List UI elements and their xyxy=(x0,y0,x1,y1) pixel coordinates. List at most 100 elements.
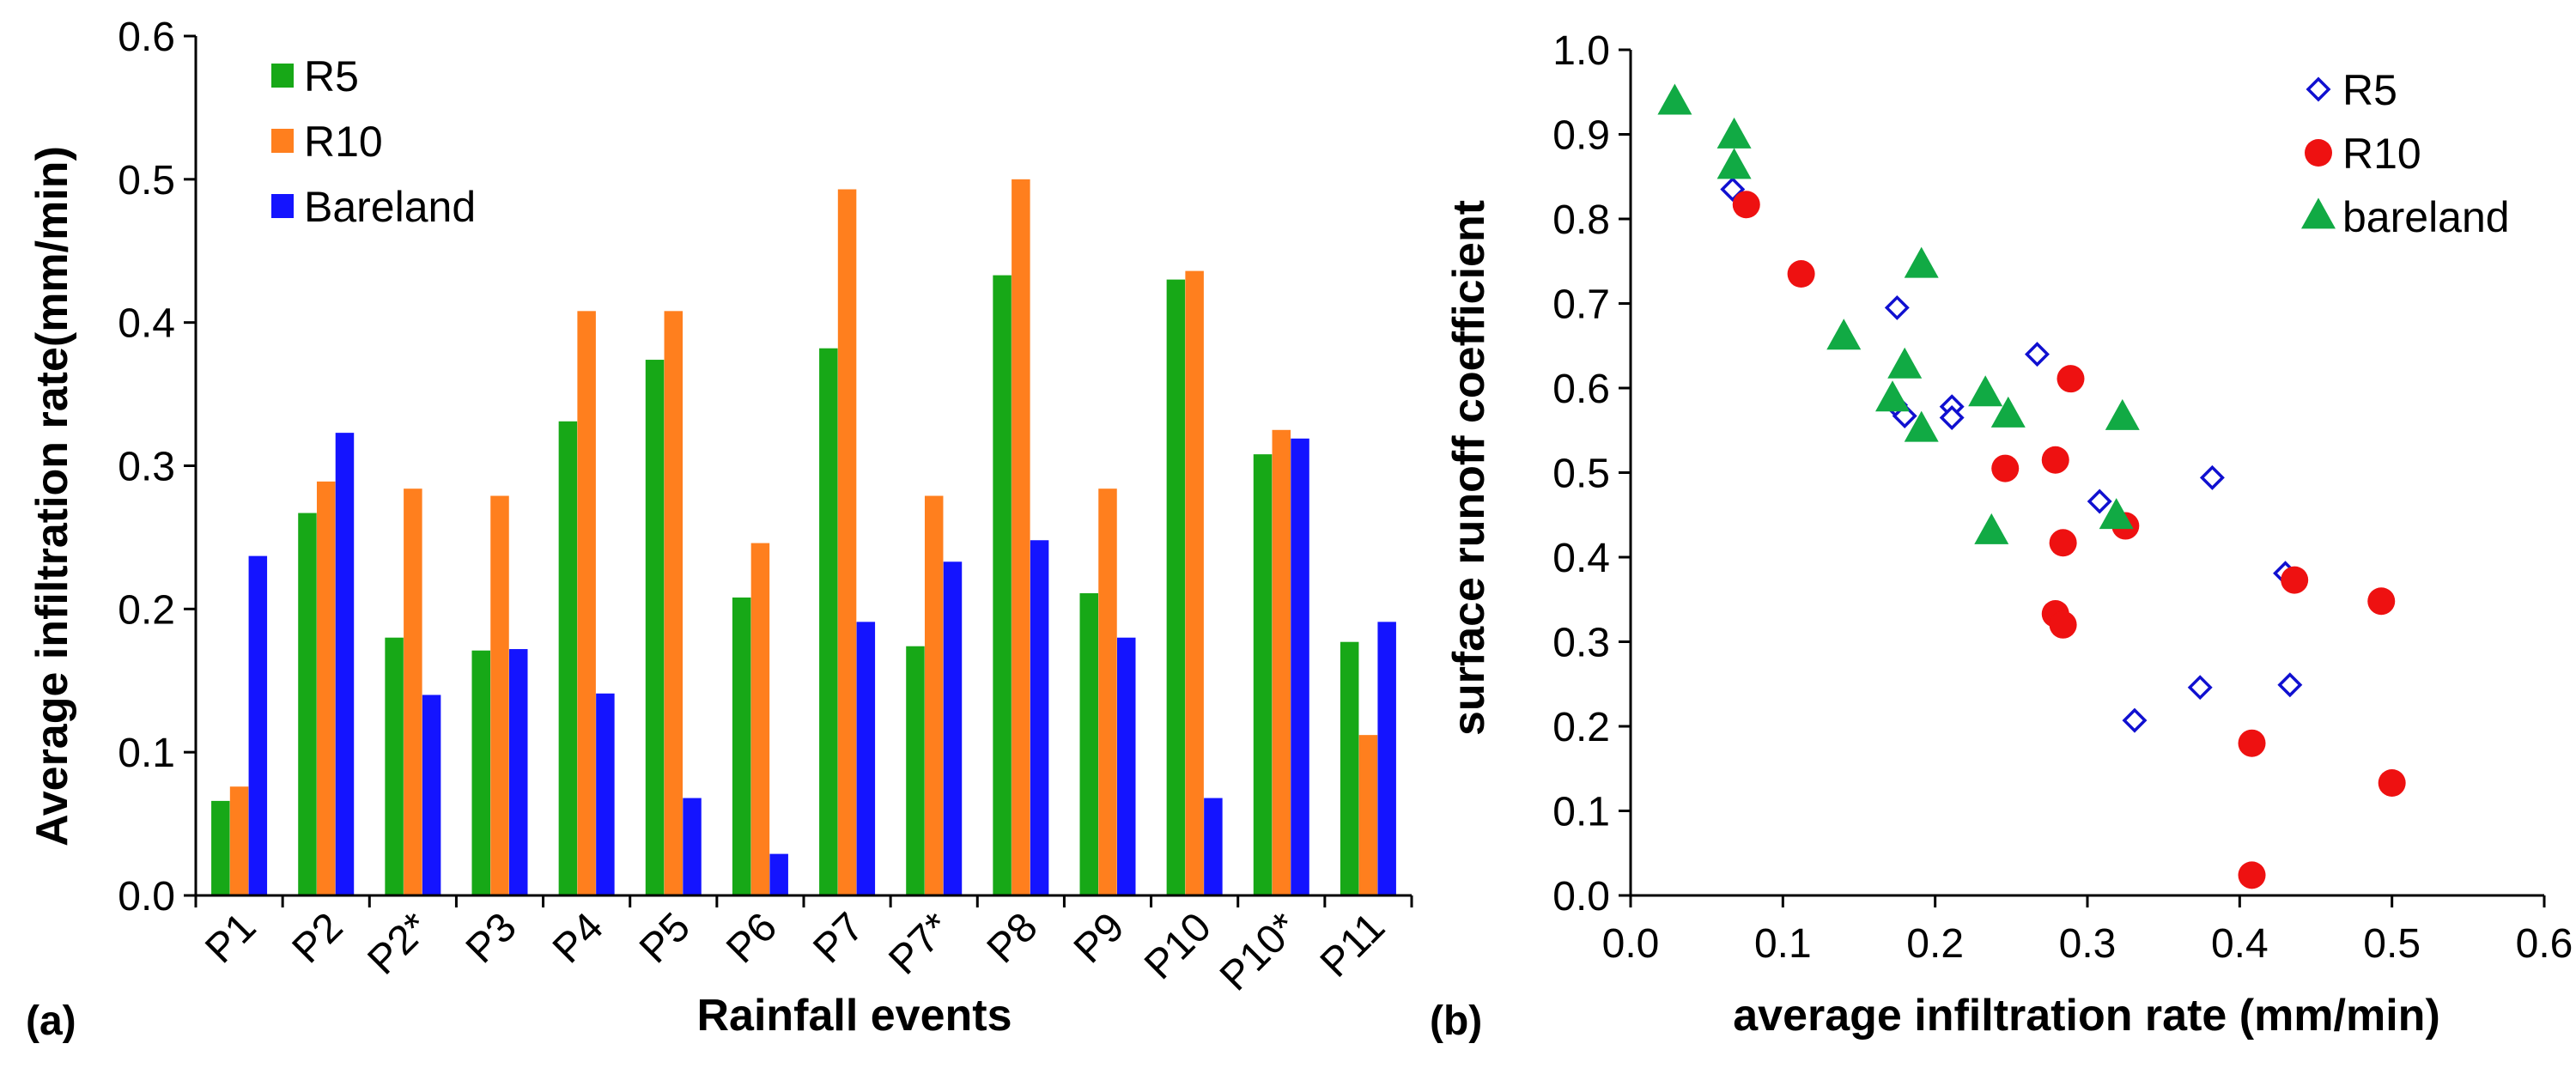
point-r10 xyxy=(1991,454,2020,482)
panel-a-bar-chart: 0.0 0.1 0.2 0.3 0.4 0.5 0.6 P1 P2 P2* P3 P4 P5 P6 P7 P7… xyxy=(26,15,1413,1044)
panel-b-x-tick-label: 0.3 xyxy=(2059,921,2117,967)
bar-r5-p7 xyxy=(819,348,838,895)
panel-b-y-tick-label: 0.4 xyxy=(1552,536,1610,581)
bar-r10-p8 xyxy=(1012,179,1030,896)
bar-r5-p10star xyxy=(1253,454,1273,895)
panel-a-y-tick-label: 0.0 xyxy=(118,874,175,919)
point-bareland xyxy=(1990,396,2026,428)
legend-marker-r5 xyxy=(2306,76,2331,102)
panel-b-y-tick-label: 0.7 xyxy=(1552,282,1610,328)
bar-r5-p10 xyxy=(1166,279,1186,895)
bar-r5-p1 xyxy=(211,800,230,895)
bar-r5-p2star xyxy=(385,637,404,895)
panel-b-y-tick-label: 0.1 xyxy=(1552,790,1610,835)
bar-r10-p3 xyxy=(490,495,509,895)
legend-label-bareland: Bareland xyxy=(304,183,476,231)
point-r5 xyxy=(1884,294,1910,320)
point-bareland xyxy=(1826,319,1862,350)
panel-b-x-axis-title: average infiltration rate (mm/min) xyxy=(1733,991,2440,1041)
point-r5 xyxy=(2025,342,2050,367)
point-bareland xyxy=(1968,375,2003,407)
panel-a-x-tick-label: P10* xyxy=(1212,904,1307,999)
point-r10 xyxy=(2049,529,2077,557)
bar-r5-p5 xyxy=(645,360,665,895)
bar-bareland-p2star xyxy=(422,695,441,895)
point-r5 xyxy=(2122,707,2148,733)
bar-r5-p7star xyxy=(906,646,925,895)
panel-b-x-tick-label: 0.2 xyxy=(1906,921,1964,967)
point-bareland xyxy=(2099,498,2134,530)
point-r10 xyxy=(1732,191,1760,219)
point-bareland xyxy=(2105,398,2140,430)
legend-label-r10: R10 xyxy=(304,118,383,166)
point-r5 xyxy=(2199,464,2225,490)
panel-b-legend: R5 R10 bareland xyxy=(2301,66,2510,241)
panel-b-x-tick-label: 0.0 xyxy=(1602,921,1660,967)
panel-b-x-tick-label: 0.1 xyxy=(1754,921,1812,967)
point-r5 xyxy=(2277,672,2303,698)
bar-r10-p11 xyxy=(1358,735,1378,895)
bar-r10-p10 xyxy=(1185,270,1204,895)
bar-bareland-p1 xyxy=(248,555,268,895)
bar-r5-p2 xyxy=(298,513,317,895)
panel-a-y-tick-label: 0.6 xyxy=(118,15,175,60)
point-bareland xyxy=(1974,513,2009,544)
panel-a-x-tick-label: P7* xyxy=(880,904,959,983)
point-bareland xyxy=(1904,246,1939,278)
bar-r10-p5 xyxy=(664,311,683,895)
panel-a-x-tick-label: P9 xyxy=(1066,904,1133,972)
legend-label-bareland: bareland xyxy=(2342,193,2510,241)
point-r5 xyxy=(2087,488,2112,514)
legend-label-r5: R5 xyxy=(2342,66,2397,114)
legend-swatch-r10 xyxy=(271,129,294,153)
panel-a-y-tick-label: 0.2 xyxy=(118,587,175,633)
panel-a-legend: R5 R10 Bareland xyxy=(271,52,476,231)
panel-b-y-tick-label: 0.6 xyxy=(1552,367,1610,412)
legend-marker-bareland xyxy=(2301,197,2336,229)
bar-bareland-p6 xyxy=(769,853,788,895)
panel-b-y-axis-title: surface runoff coefficient xyxy=(1444,200,1494,736)
legend-swatch-bareland xyxy=(271,194,294,218)
panel-a-y-tick-label: 0.3 xyxy=(118,445,175,490)
bar-r5-p9 xyxy=(1079,592,1098,895)
panel-b-scatter-chart: 0.0 0.1 0.2 0.3 0.4 0.5 0.6 0.7 0.8 0.9 1.0 0.0 0.1 0… xyxy=(1430,28,2573,1044)
point-r10 xyxy=(2378,768,2406,797)
bar-bareland-p7 xyxy=(856,622,876,895)
panel-b-points xyxy=(1657,83,2406,889)
point-r5 xyxy=(1939,405,1965,430)
panel-b-y-tick-label: 0.0 xyxy=(1552,874,1610,919)
bar-bareland-p11 xyxy=(1377,622,1396,895)
point-r10 xyxy=(2238,861,2266,889)
bar-r10-p2star xyxy=(404,488,422,895)
bar-r10-p6 xyxy=(750,543,770,895)
bar-bareland-p5 xyxy=(683,798,702,895)
bar-bareland-p3 xyxy=(509,649,528,895)
panel-a-x-axis-title: Rainfall events xyxy=(696,991,1012,1041)
panel-a-x-tick-label: P6 xyxy=(718,904,786,972)
panel-a-x-tick-label: P8 xyxy=(979,904,1047,972)
point-r10 xyxy=(1787,260,1815,288)
bar-bareland-p7star xyxy=(943,561,963,895)
panel-b-y-tick-label: 0.5 xyxy=(1552,452,1610,497)
panel-a-x-tick-label: P5 xyxy=(631,904,699,972)
panel-b-label: (b) xyxy=(1430,998,1482,1044)
bar-bareland-p9 xyxy=(1117,637,1136,895)
point-bareland xyxy=(1875,380,1911,412)
legend-swatch-r5 xyxy=(271,64,294,88)
panel-a-y-tick-label: 0.5 xyxy=(118,158,175,203)
point-bareland xyxy=(1716,117,1752,149)
bar-r5-p6 xyxy=(732,597,751,895)
point-r10 xyxy=(2049,610,2077,639)
panel-a-x-tick-label: P7 xyxy=(805,904,872,972)
panel-b-axes: 0.0 0.1 0.2 0.3 0.4 0.5 0.6 0.7 0.8 0.9 1.0 0.0 0.1 0… xyxy=(1552,28,2573,967)
bar-r10-p9 xyxy=(1098,488,1117,895)
bar-bareland-p10 xyxy=(1204,798,1223,895)
bar-bareland-p4 xyxy=(596,693,615,895)
panel-a-x-tick-label: P10 xyxy=(1136,904,1220,988)
panel-b-y-tick-label: 0.2 xyxy=(1552,705,1610,750)
point-bareland xyxy=(1716,148,1752,179)
panel-a-y-axis-title: Average infiltration rate(mm/min) xyxy=(27,146,77,847)
bar-bareland-p10star xyxy=(1291,438,1309,896)
panel-b-y-tick-label: 0.3 xyxy=(1552,621,1610,666)
